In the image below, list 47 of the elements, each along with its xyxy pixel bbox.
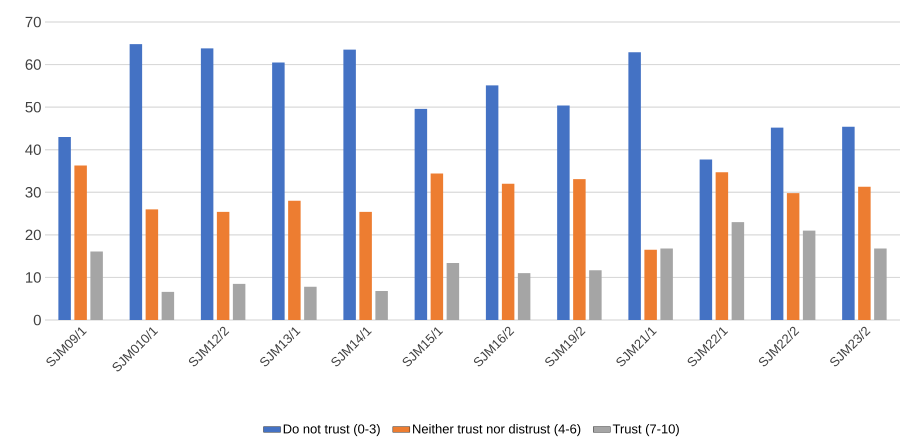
bar xyxy=(200,48,214,320)
y-tick-label: 30 xyxy=(25,186,41,198)
bar xyxy=(272,62,285,320)
bar xyxy=(589,270,602,320)
bar xyxy=(216,212,230,320)
bar xyxy=(146,209,158,320)
bar xyxy=(304,286,317,320)
bar xyxy=(430,174,444,320)
bar xyxy=(628,52,641,320)
y-tick-label: 20 xyxy=(26,230,41,240)
bar xyxy=(660,248,673,320)
bar xyxy=(288,200,301,320)
bar xyxy=(716,172,728,320)
bar xyxy=(557,105,570,320)
bar xyxy=(414,108,428,320)
bar xyxy=(802,230,816,320)
y-tick-label: 10 xyxy=(26,272,41,283)
bar xyxy=(502,184,514,320)
y-tick-label: 40 xyxy=(25,144,41,155)
bar xyxy=(732,222,744,320)
bar xyxy=(375,291,388,320)
bar xyxy=(770,128,784,320)
bar xyxy=(486,85,498,320)
y-tick-label: 0 xyxy=(34,314,41,326)
legend-label: Trust (7-10) xyxy=(612,424,679,436)
bar xyxy=(162,292,174,320)
y-tick-label: 60 xyxy=(26,59,41,70)
bar xyxy=(359,212,372,320)
bar xyxy=(644,250,657,320)
bar xyxy=(858,186,871,320)
bar xyxy=(842,126,855,320)
bar xyxy=(74,165,87,320)
bar xyxy=(130,44,142,320)
bar xyxy=(232,284,246,320)
bar xyxy=(58,136,71,320)
bar xyxy=(700,160,712,320)
bar xyxy=(573,179,586,320)
y-tick-label: 50 xyxy=(25,102,41,112)
y-tick-label: 70 xyxy=(26,16,41,28)
bar xyxy=(446,262,460,320)
bar xyxy=(786,193,800,320)
bar xyxy=(518,273,530,320)
bar xyxy=(874,248,887,320)
bar xyxy=(90,251,103,320)
bar xyxy=(343,50,356,320)
legend-label: Do not trust (0-3) xyxy=(284,424,380,436)
legend-label: Neither trust nor distrust (4-6) xyxy=(413,424,580,436)
